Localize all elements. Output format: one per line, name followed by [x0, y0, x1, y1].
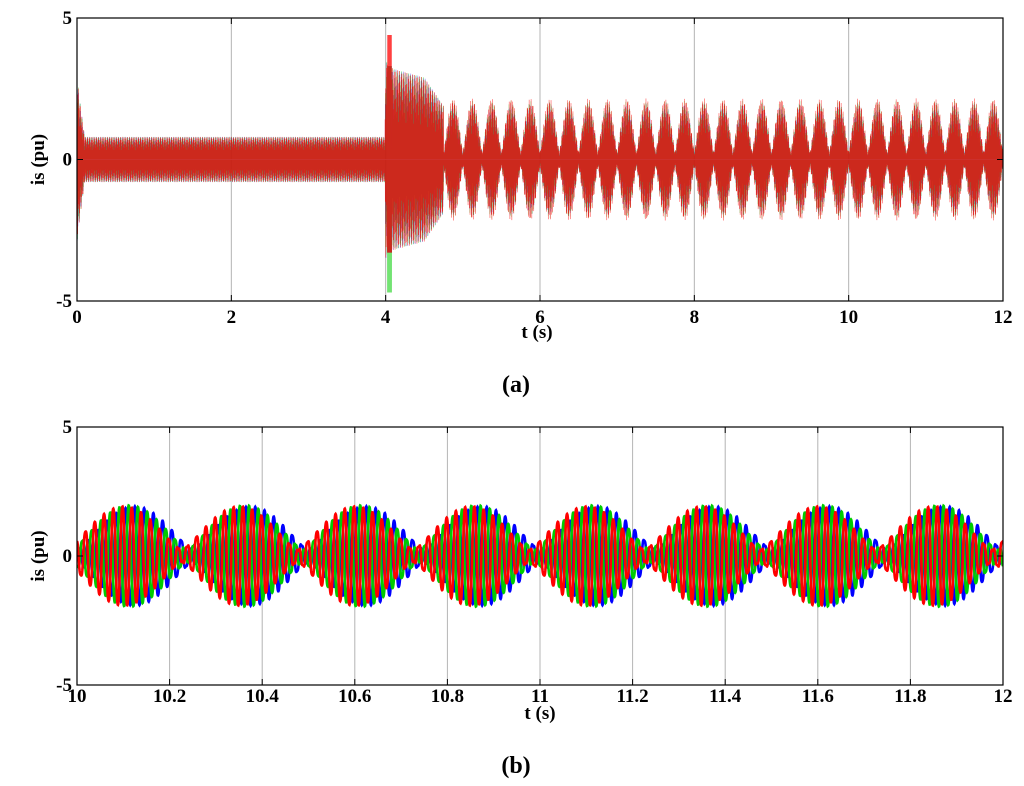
y-tick-label: -5: [56, 291, 72, 312]
traces: [77, 503, 1003, 609]
series-line-phase-3: [77, 34, 1003, 258]
x-tick-label: 11.2: [616, 686, 648, 707]
x-tick-label: 0: [72, 307, 82, 328]
x-tick-label: 10: [68, 686, 87, 707]
y-axis-label: is (pu): [28, 530, 49, 581]
x-tick-label: 10.4: [246, 686, 280, 707]
x-tick-label: 8: [690, 307, 700, 328]
x-tick-label: 10: [839, 307, 858, 328]
x-tick-label: 4: [381, 307, 391, 328]
y-tick-label: 5: [63, 8, 73, 29]
x-tick-label: 2: [227, 307, 237, 328]
x-tick-label: 11.6: [802, 686, 834, 707]
panel-caption: (a): [502, 372, 530, 398]
x-tick-label: 10.2: [153, 686, 186, 707]
x-tick-label: 12: [994, 686, 1013, 707]
y-tick-label: 0: [63, 150, 73, 171]
y-axis-label: is (pu): [28, 134, 49, 185]
y-tick-label: -5: [56, 675, 72, 696]
x-tick-label: 11.4: [709, 686, 742, 707]
x-tick-label: 12: [994, 307, 1013, 328]
series-line-phase-2: [77, 503, 1003, 609]
x-tick-label: 10.8: [431, 686, 464, 707]
chart-panel-b: 10 10.2 10.4 10.6 10.8 11 11.2 11.4 11.6 11.8 12 -5…: [28, 417, 1013, 779]
x-tick-label: 6: [535, 307, 545, 328]
x-tick-label: 10.6: [338, 686, 371, 707]
x-axis-label: t (s): [521, 322, 552, 343]
x-tick-label: 11: [531, 686, 549, 707]
y-tick-label: 5: [63, 417, 73, 438]
panel-caption: (b): [501, 753, 530, 779]
x-tick-label: 11.8: [894, 686, 926, 707]
x-axis-label: t (s): [524, 703, 555, 724]
series-line-phase-3: [77, 504, 1003, 608]
y-tick-label: 0: [63, 546, 73, 567]
